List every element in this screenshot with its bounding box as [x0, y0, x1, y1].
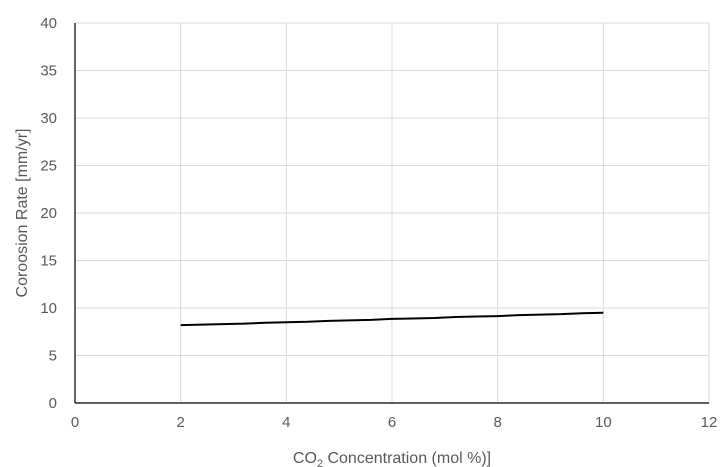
- x-tick-label: 10: [595, 414, 612, 431]
- x-tick-label: 8: [493, 414, 501, 431]
- y-tick-label: 5: [49, 348, 57, 365]
- y-tick-label: 10: [40, 300, 57, 317]
- x-axis-title: CO2 Concentration (mol %)]: [293, 450, 491, 467]
- tick-labels: 0 5 10 15 20 25 30 35 40 0 2 4 6 8 10 12: [40, 15, 717, 431]
- axes: [74, 23, 709, 404]
- x-tick-label: 2: [176, 414, 184, 431]
- x-tick-label: 0: [71, 414, 79, 431]
- grid: [75, 22, 710, 403]
- x-tick-label: 6: [388, 414, 396, 431]
- series: [180, 311, 604, 327]
- series-line: [180, 311, 604, 327]
- y-axis-title: Coroosion Rate [mm/yr]: [14, 129, 31, 298]
- x-tick-label: 12: [701, 414, 718, 431]
- y-tick-label: 35: [40, 63, 57, 80]
- x-tick-label: 4: [282, 414, 290, 431]
- y-tick-label: 15: [40, 253, 57, 270]
- y-tick-label: 0: [49, 395, 57, 412]
- y-tick-label: 25: [40, 158, 57, 175]
- y-tick-label: 40: [40, 15, 57, 32]
- x-axis-title-prefix: CO: [293, 450, 317, 467]
- x-axis-title-subscript: 2: [317, 458, 323, 467]
- x-axis-title-suffix: Concentration (mol %)]: [323, 450, 491, 467]
- y-tick-label: 20: [40, 205, 57, 222]
- y-tick-label: 30: [40, 110, 57, 127]
